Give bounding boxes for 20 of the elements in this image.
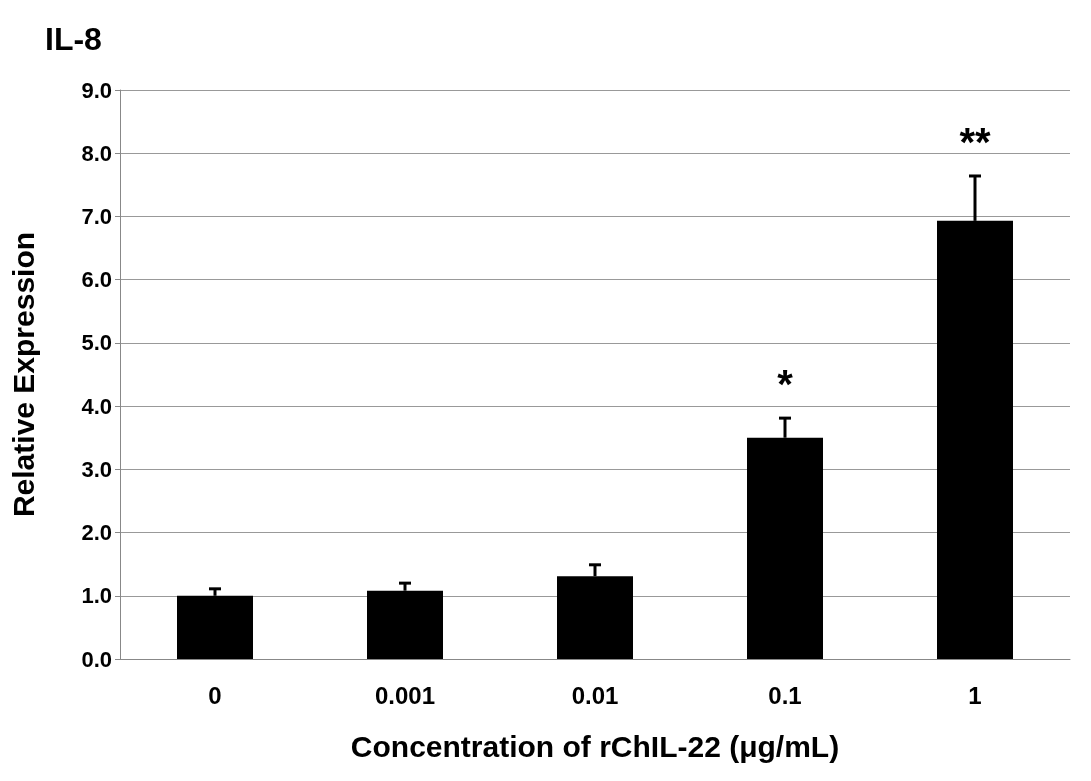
y-tick-label: 8.0 — [81, 140, 112, 166]
x-tick-label: 1 — [968, 681, 982, 709]
y-tick-label: 2.0 — [81, 520, 112, 546]
x-tick-label: 0.01 — [571, 681, 619, 709]
y-tick-label: 7.0 — [81, 203, 112, 229]
y-tick-label: 1.0 — [81, 583, 112, 609]
annotation: * — [777, 362, 794, 407]
chart-title: IL-8 — [45, 21, 102, 57]
y-axis-title: Relative Expression — [6, 231, 40, 518]
x-axis-title: Concentration of rChIL-22 (μg/mL) — [350, 729, 840, 763]
x-tick-label: 0 — [208, 681, 222, 709]
y-tick-label: 6.0 — [81, 267, 112, 293]
y-tick-label: 4.0 — [81, 393, 112, 419]
x-tick-label: 0.1 — [768, 681, 802, 709]
x-tick-label: 0.001 — [374, 681, 436, 709]
annotation: ** — [959, 119, 991, 164]
y-tick-label: 9.0 — [81, 77, 112, 103]
y-tick-label: 0.0 — [81, 646, 112, 672]
y-tick-label: 3.0 — [81, 456, 112, 482]
y-tick-label: 5.0 — [81, 330, 112, 356]
